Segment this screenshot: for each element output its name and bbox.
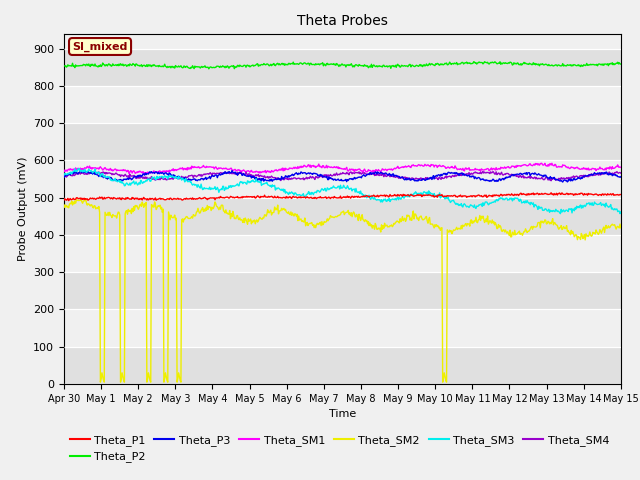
Theta_P1 (65, 198, 72, 204)
Theta_SM1 (411, 163, 419, 168)
Theta_P1 (547, 190, 555, 196)
Theta_P1 (617, 192, 625, 197)
Theta_SM4 (184, 174, 192, 180)
Theta_SM2 (215, 207, 223, 213)
Theta_SM3 (128, 180, 136, 186)
Theta_P3 (127, 177, 135, 182)
Theta_SM4 (617, 170, 625, 176)
Bar (64, 198, 621, 235)
Theta_P2 (214, 63, 222, 69)
Theta_P3 (428, 177, 436, 182)
Theta_P1 (411, 193, 419, 199)
Theta_P3 (70, 170, 78, 176)
Theta_SM3 (616, 211, 624, 216)
Line: Theta_P1: Theta_P1 (64, 193, 621, 201)
Theta_P3 (228, 168, 236, 173)
Theta_SM4 (426, 176, 434, 181)
Theta_P3 (184, 177, 192, 183)
Theta_SM3 (428, 191, 435, 197)
Theta_SM1 (70, 167, 78, 173)
Bar (64, 86, 621, 123)
Theta_P2 (481, 59, 488, 65)
Theta_SM4 (127, 173, 135, 179)
Theta_SM1 (60, 169, 68, 175)
Theta_P2 (70, 63, 78, 69)
Theta_SM2 (97, 379, 104, 385)
Line: Theta_SM2: Theta_SM2 (64, 199, 621, 382)
Bar (64, 11, 621, 48)
Theta_SM4 (214, 170, 221, 176)
Theta_P1 (60, 197, 68, 203)
Theta_SM2 (186, 216, 193, 221)
Theta_SM2 (129, 209, 137, 215)
Theta_SM3 (214, 186, 222, 192)
Line: Theta_P3: Theta_P3 (64, 170, 621, 182)
Theta_P1 (428, 193, 435, 199)
Theta_SM1 (125, 171, 133, 177)
Title: Theta Probes: Theta Probes (297, 14, 388, 28)
Theta_SM1 (128, 170, 136, 176)
Theta_SM3 (617, 209, 625, 215)
Bar (64, 272, 621, 310)
Theta_SM2 (82, 196, 90, 202)
Theta_SM4 (70, 173, 78, 179)
Theta_SM3 (70, 168, 78, 174)
Theta_SM2 (60, 202, 68, 208)
Theta_SM1 (428, 162, 435, 168)
Theta_SM3 (411, 191, 419, 196)
Theta_SM3 (185, 179, 193, 184)
Theta_P1 (128, 194, 136, 200)
Line: Theta_SM1: Theta_SM1 (64, 163, 621, 174)
Bar (64, 123, 621, 160)
Theta_P3 (617, 174, 625, 180)
Theta_SM3 (60, 172, 68, 178)
Theta_P3 (412, 178, 419, 183)
Theta_P2 (617, 61, 625, 67)
Y-axis label: Probe Output (mV): Probe Output (mV) (17, 156, 28, 261)
Bar (64, 235, 621, 272)
Theta_SM2 (428, 221, 436, 227)
Theta_SM4 (410, 176, 418, 182)
Theta_P2 (127, 62, 135, 68)
Line: Theta_SM3: Theta_SM3 (64, 168, 621, 214)
Theta_P3 (60, 174, 68, 180)
Bar (64, 347, 621, 384)
Theta_P2 (184, 64, 192, 70)
Theta_P1 (71, 196, 79, 202)
Bar (64, 160, 621, 198)
Line: Theta_P2: Theta_P2 (64, 62, 621, 69)
Text: SI_mixed: SI_mixed (72, 41, 128, 52)
Theta_SM1 (185, 166, 193, 172)
Theta_SM1 (548, 160, 556, 166)
Theta_P1 (185, 196, 193, 202)
Bar (64, 310, 621, 347)
Theta_SM2 (617, 225, 625, 231)
Theta_SM2 (412, 211, 419, 217)
Theta_P2 (60, 63, 68, 69)
Theta_P3 (214, 175, 221, 180)
Theta_SM1 (214, 166, 222, 172)
Theta_P3 (257, 179, 264, 185)
Theta_P2 (411, 64, 419, 70)
Line: Theta_SM4: Theta_SM4 (64, 171, 621, 181)
Theta_SM4 (60, 174, 68, 180)
Bar (64, 48, 621, 86)
Theta_P1 (214, 195, 222, 201)
Theta_P2 (428, 61, 435, 67)
Theta_SM3 (76, 166, 83, 171)
X-axis label: Time: Time (329, 409, 356, 419)
Legend: Theta_P1, Theta_P2, Theta_P3, Theta_SM1, Theta_SM2, Theta_SM3, Theta_SM4: Theta_P1, Theta_P2, Theta_P3, Theta_SM1,… (70, 435, 609, 462)
Theta_SM4 (547, 178, 555, 184)
Theta_SM2 (70, 201, 78, 207)
Theta_SM4 (479, 168, 487, 174)
Theta_SM1 (617, 164, 625, 170)
Theta_P2 (205, 66, 212, 72)
